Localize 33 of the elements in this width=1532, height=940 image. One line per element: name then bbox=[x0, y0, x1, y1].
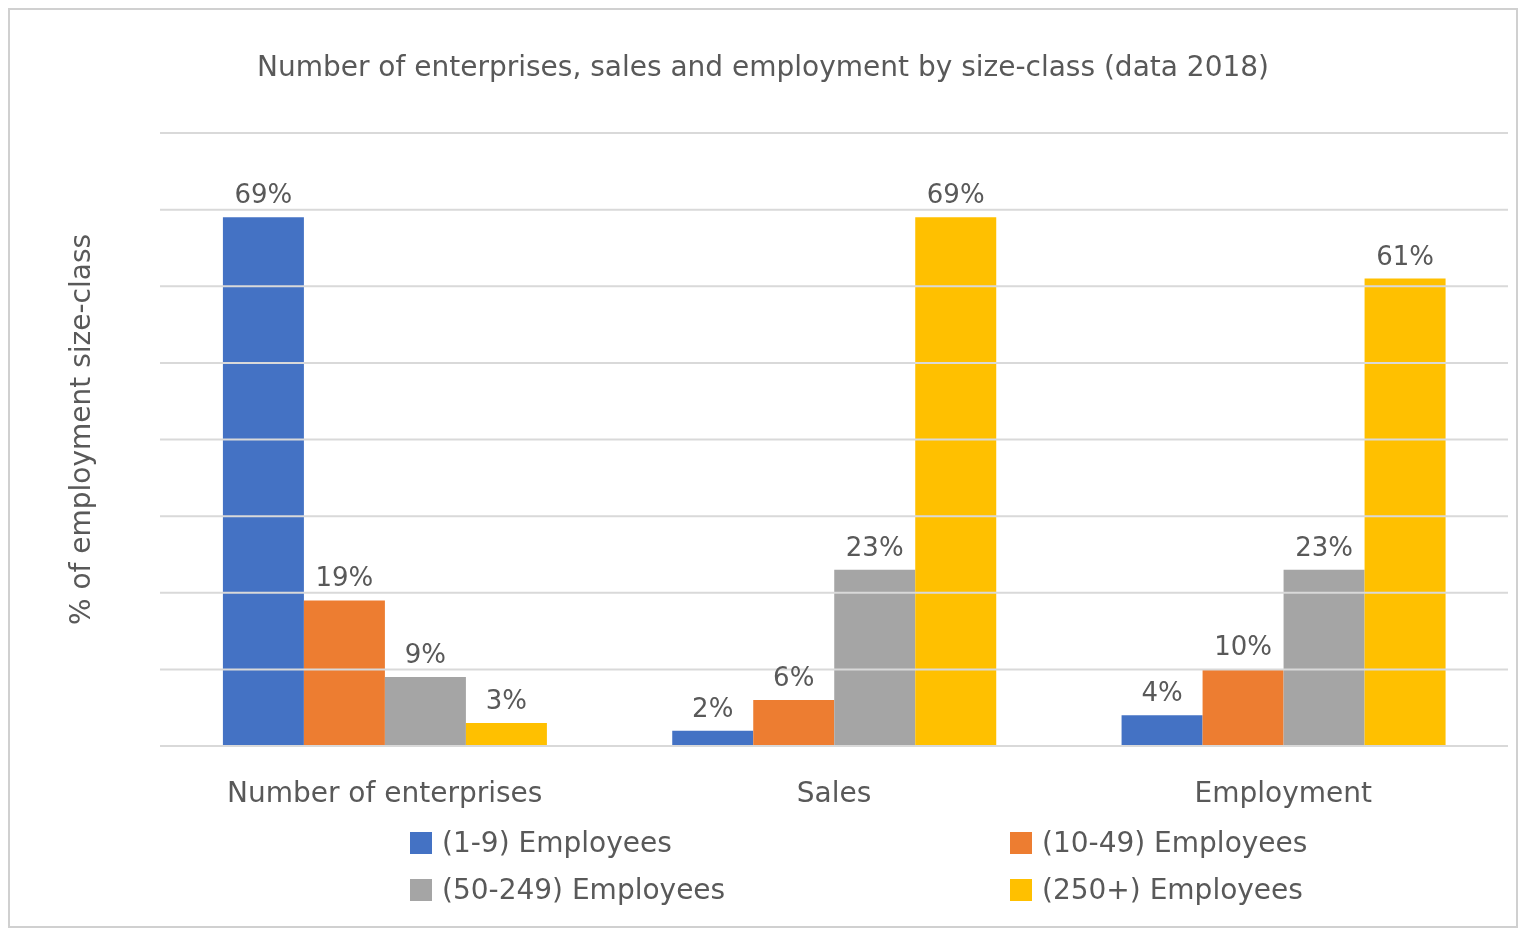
data-label: 4% bbox=[1141, 677, 1183, 708]
data-label: 23% bbox=[1295, 531, 1353, 562]
legend-label: (10-49) Employees bbox=[1042, 826, 1308, 859]
legend-label: (50-249) Employees bbox=[442, 873, 726, 906]
data-label: 23% bbox=[845, 531, 904, 562]
bar bbox=[222, 217, 304, 746]
chart-title: Number of enterprises, sales and employment by size-class (data 2018) bbox=[255, 50, 1270, 83]
bar bbox=[384, 677, 466, 746]
data-label: 2% bbox=[692, 692, 734, 723]
data-label: 19% bbox=[315, 562, 374, 593]
y-axis-title: % of employment size-class bbox=[63, 233, 97, 626]
data-label: 3% bbox=[485, 685, 528, 716]
data-label: 10% bbox=[1214, 631, 1272, 662]
data-label: 61% bbox=[1376, 240, 1434, 271]
data-label: 9% bbox=[404, 639, 447, 670]
x-tick-label: Number of enterprises bbox=[226, 775, 543, 809]
bar bbox=[1202, 669, 1284, 746]
bar bbox=[915, 217, 997, 746]
bar bbox=[1364, 278, 1446, 746]
data-label: 6% bbox=[773, 662, 815, 693]
legend-label: (1-9) Employees bbox=[442, 826, 672, 859]
bar bbox=[465, 723, 547, 746]
bar bbox=[1121, 715, 1203, 746]
legend-label: (250+) Employees bbox=[1042, 873, 1303, 906]
x-tick-label: Employment bbox=[1194, 775, 1373, 809]
bar bbox=[1283, 569, 1365, 746]
bar bbox=[753, 700, 835, 746]
data-label: 69% bbox=[234, 179, 293, 210]
bar bbox=[672, 730, 754, 746]
bar bbox=[834, 569, 916, 746]
data-label: 69% bbox=[926, 179, 985, 210]
bar bbox=[303, 600, 385, 746]
x-tick-label: Sales bbox=[796, 775, 872, 809]
